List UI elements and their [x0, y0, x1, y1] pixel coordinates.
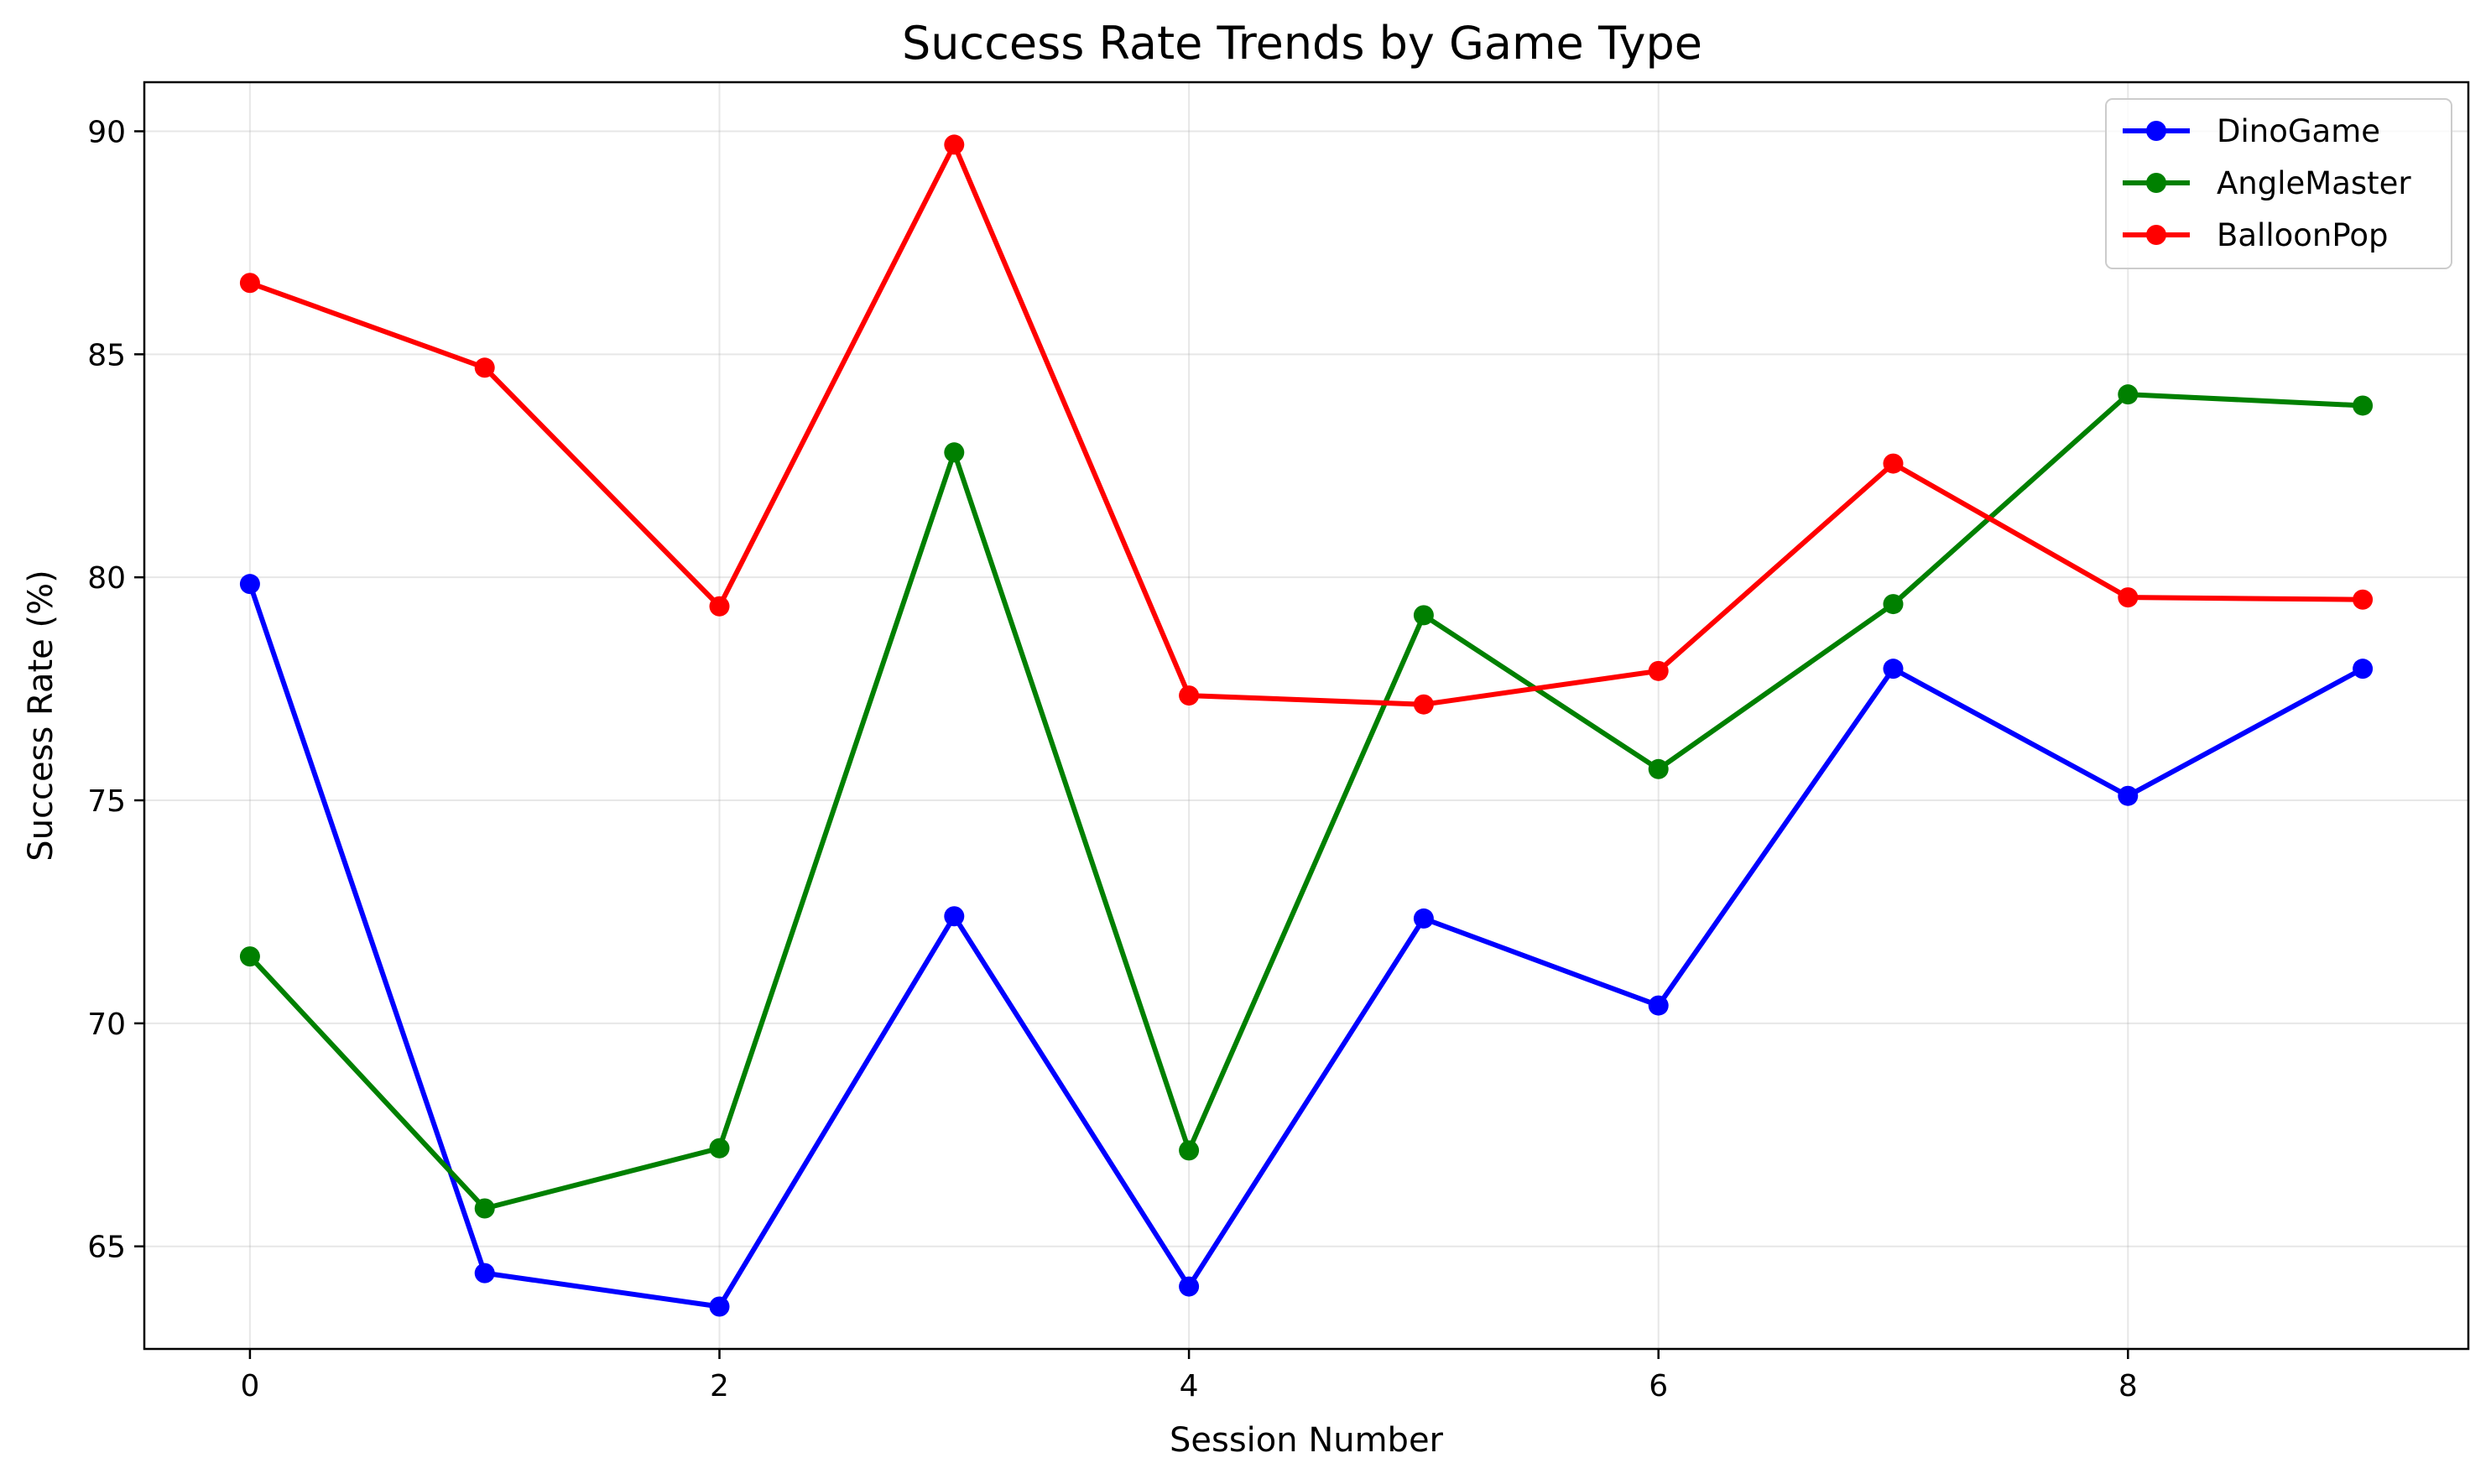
data-point-anglemaster: [1413, 605, 1434, 626]
legend-marker-dinogame: [2146, 121, 2166, 141]
data-point-dinogame: [944, 906, 965, 927]
y-axis-label: Success Rate (%): [22, 570, 60, 861]
data-point-balloonpop: [1648, 660, 1669, 681]
data-point-balloonpop: [1179, 685, 1200, 706]
data-point-anglemaster: [709, 1138, 730, 1159]
axis-ticks: 0 2 4 6 8 65 70 75 80 85 90: [87, 115, 2138, 1403]
data-point-balloonpop: [474, 357, 495, 378]
data-point-balloonpop: [944, 134, 965, 155]
x-tick-label: 0: [240, 1369, 259, 1403]
x-axis-label: Session Number: [1170, 1421, 1444, 1460]
legend-marker-anglemaster: [2146, 173, 2166, 193]
plot-area-frame: [143, 81, 2470, 1351]
x-tick-label: 4: [1180, 1369, 1199, 1403]
data-point-anglemaster: [2353, 395, 2374, 416]
data-point-balloonpop: [2353, 589, 2374, 610]
data-point-dinogame: [239, 574, 260, 595]
data-point-anglemaster: [1883, 594, 1904, 615]
grid-lines: [144, 82, 2468, 1349]
data-point-anglemaster: [474, 1198, 495, 1219]
data-point-dinogame: [1413, 908, 1434, 929]
series-line-dinogame: [247, 581, 2366, 1310]
data-point-dinogame: [2118, 785, 2139, 806]
data-point-anglemaster: [239, 946, 260, 967]
data-point-anglemaster: [1648, 758, 1669, 779]
data-point-dinogame: [1648, 995, 1669, 1016]
data-point-dinogame: [1883, 659, 1904, 680]
legend: DinoGame AngleMaster BalloonPop: [2105, 98, 2452, 269]
legend-label-balloonpop: BalloonPop: [2217, 217, 2388, 253]
data-point-dinogame: [2353, 659, 2374, 680]
x-tick-label: 6: [1649, 1369, 1668, 1403]
data-point-balloonpop: [709, 596, 730, 617]
data-point-dinogame: [709, 1296, 730, 1317]
data-point-anglemaster: [1179, 1140, 1200, 1161]
legend-marker-balloonpop: [2146, 225, 2166, 245]
series-lines: [247, 142, 2366, 1310]
legend-box: [2105, 98, 2452, 269]
chart-title: Success Rate Trends by Game Type: [902, 17, 1702, 70]
data-point-dinogame: [1179, 1276, 1200, 1297]
data-point-anglemaster: [2118, 384, 2139, 405]
y-tick-label: 90: [87, 115, 126, 149]
data-point-balloonpop: [1413, 694, 1434, 715]
y-tick-label: 80: [87, 561, 126, 596]
x-tick-label: 8: [2118, 1369, 2138, 1403]
series-line-anglemaster: [247, 392, 2366, 1211]
x-tick-label: 2: [710, 1369, 729, 1403]
legend-label-anglemaster: AngleMaster: [2217, 165, 2411, 201]
data-point-balloonpop: [2118, 587, 2139, 608]
y-tick-label: 75: [87, 784, 126, 819]
series-markers: [239, 134, 2374, 1317]
data-point-dinogame: [474, 1263, 495, 1284]
legend-label-dinogame: DinoGame: [2217, 113, 2380, 149]
data-point-balloonpop: [239, 273, 260, 294]
y-tick-label: 65: [87, 1231, 126, 1265]
y-tick-label: 70: [87, 1008, 126, 1042]
data-point-balloonpop: [1883, 453, 1904, 474]
y-tick-label: 85: [87, 338, 126, 372]
series-line-balloonpop: [247, 142, 2366, 707]
data-point-anglemaster: [944, 442, 965, 463]
